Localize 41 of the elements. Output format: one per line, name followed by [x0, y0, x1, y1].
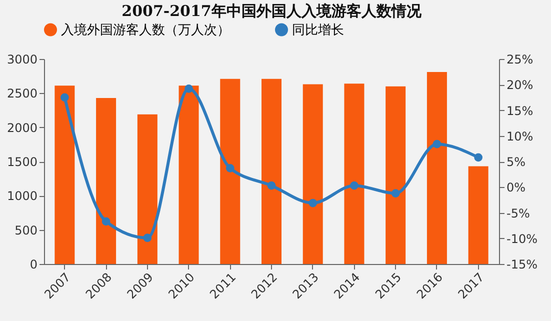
- bar: [386, 86, 406, 264]
- point: [474, 153, 482, 162]
- point: [143, 234, 152, 242]
- y2-tick-label: 5%: [506, 155, 526, 169]
- point: [308, 198, 318, 208]
- y2-tick-label: -15%: [506, 258, 538, 272]
- bar: [96, 98, 116, 264]
- bar: [178, 86, 199, 264]
- y2-tick-label: 10%: [506, 129, 534, 144]
- y-tick-label: 1500: [6, 155, 38, 169]
- y2-tick-label: 0%: [506, 180, 526, 195]
- bar: [426, 72, 447, 264]
- legend-label: 入境外国游客人数（万人次）: [61, 22, 230, 38]
- point: [432, 140, 442, 148]
- bar: [137, 114, 158, 264]
- bar: [54, 86, 75, 264]
- y2-tick-label: 15%: [506, 104, 534, 118]
- point: [350, 181, 358, 190]
- bar: [262, 78, 282, 264]
- bar: [344, 84, 364, 264]
- point: [267, 181, 276, 190]
- point: [60, 93, 69, 102]
- bar: [468, 166, 488, 264]
- y-tick-label: 500: [14, 223, 38, 238]
- y-tick-label: 1000: [6, 189, 38, 204]
- legend-label: 同比增长: [292, 22, 344, 38]
- y2-tick-label: 20%: [506, 78, 534, 92]
- bar: [302, 84, 323, 264]
- y-tick-label: 2500: [6, 86, 38, 101]
- y2-tick-label: -5%: [506, 206, 530, 220]
- y2-tick-label: -10%: [506, 232, 538, 246]
- y-tick-label: 2000: [6, 120, 38, 135]
- chart-title: 2007-2017年中国外国人入境游客人数情况: [122, 2, 422, 20]
- y-tick-label: 0: [30, 258, 38, 272]
- point: [102, 217, 110, 226]
- bar: [220, 78, 240, 264]
- y-tick-label: 3000: [6, 52, 38, 66]
- point: [391, 189, 400, 198]
- point: [226, 164, 234, 172]
- point: [184, 84, 193, 93]
- y2-tick-label: 25%: [506, 52, 534, 66]
